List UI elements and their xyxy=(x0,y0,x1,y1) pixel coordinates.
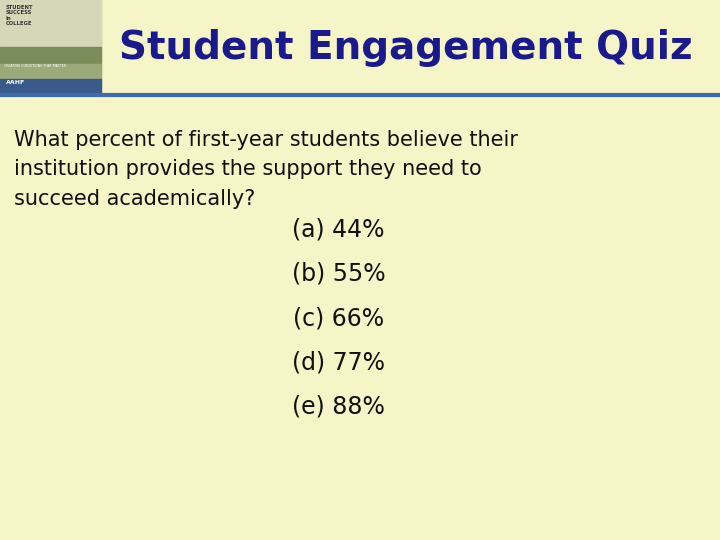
Text: What percent of first-year students believe their
institution provides the suppo: What percent of first-year students beli… xyxy=(14,130,518,209)
Bar xyxy=(0,0,101,94)
Text: (c) 66%: (c) 66% xyxy=(293,306,384,330)
Text: (d) 77%: (d) 77% xyxy=(292,350,385,374)
Bar xyxy=(0,64,101,80)
Bar xyxy=(0,79,101,94)
Bar xyxy=(0,47,101,64)
Text: STUDENT
SUCCESS
in
COLLEGE: STUDENT SUCCESS in COLLEGE xyxy=(6,5,33,26)
Text: AAHF: AAHF xyxy=(6,80,25,85)
Text: Student Engagement Quiz: Student Engagement Quiz xyxy=(119,29,693,66)
Text: (b) 55%: (b) 55% xyxy=(292,262,385,286)
Text: CREATING CONDITIONS THAT MATTER: CREATING CONDITIONS THAT MATTER xyxy=(4,64,66,68)
Bar xyxy=(0,0,101,47)
Bar xyxy=(0,0,720,94)
Text: (e) 88%: (e) 88% xyxy=(292,395,384,418)
Text: (a) 44%: (a) 44% xyxy=(292,218,384,241)
